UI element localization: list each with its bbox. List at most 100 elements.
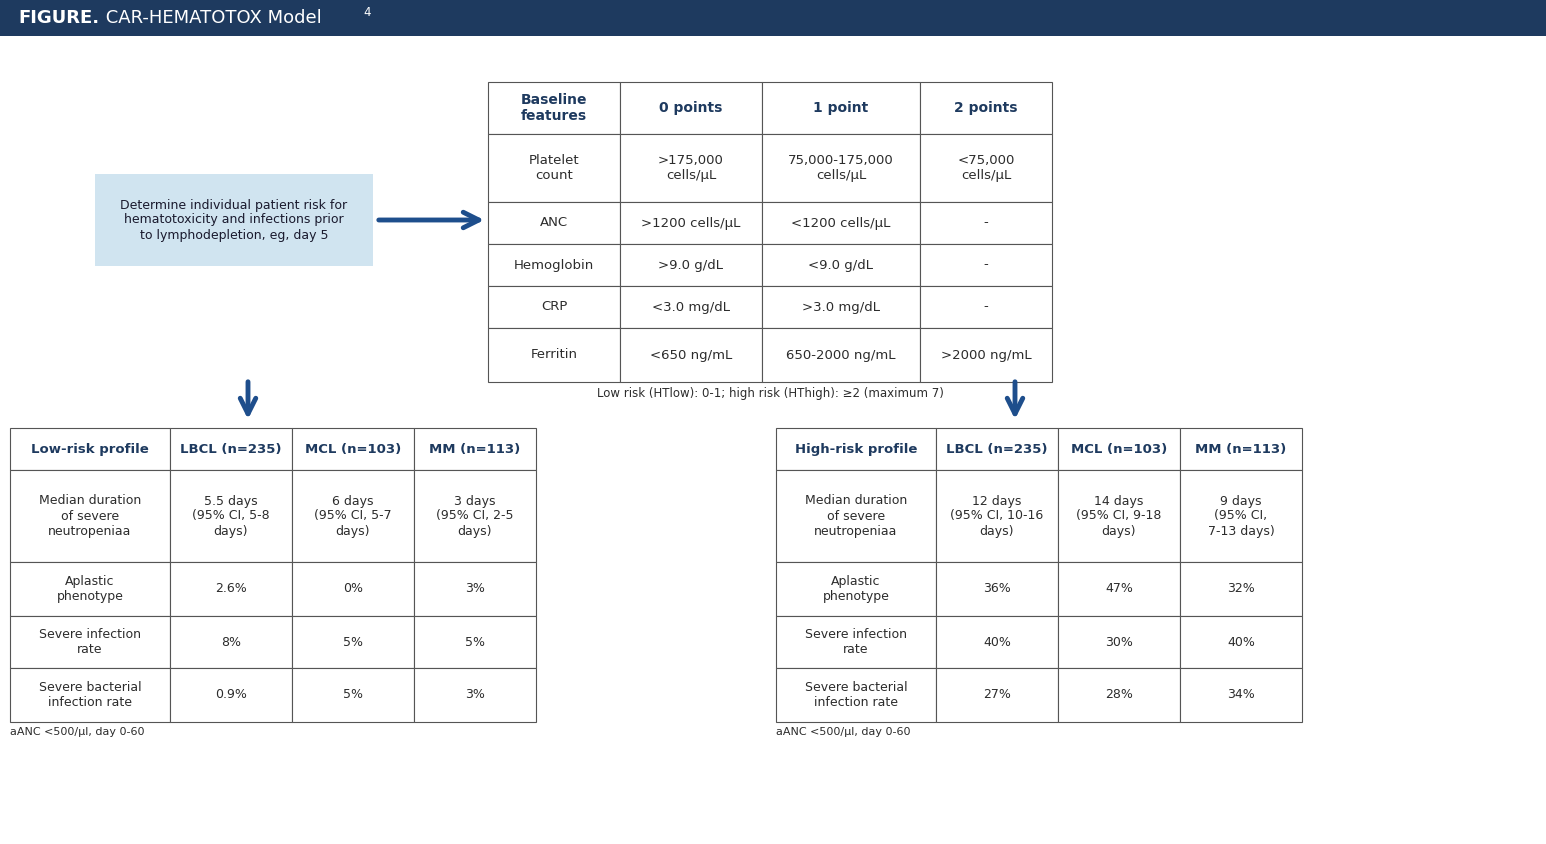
Bar xyxy=(620,202,762,244)
Bar xyxy=(620,286,762,328)
Bar xyxy=(935,562,1057,616)
Text: 75,000-175,000
cells/μL: 75,000-175,000 cells/μL xyxy=(788,154,894,182)
Text: 0%: 0% xyxy=(343,582,363,596)
Bar xyxy=(414,616,536,668)
Bar xyxy=(620,244,762,286)
Text: 47%: 47% xyxy=(1105,582,1133,596)
Bar xyxy=(170,562,292,616)
Text: Severe bacterial
infection rate: Severe bacterial infection rate xyxy=(39,681,141,709)
Bar xyxy=(170,470,292,562)
Bar xyxy=(762,286,920,328)
Text: 40%: 40% xyxy=(1228,636,1255,648)
Bar xyxy=(935,428,1057,470)
Text: Hemoglobin: Hemoglobin xyxy=(513,258,594,272)
Bar xyxy=(489,328,620,382)
Bar xyxy=(170,428,292,470)
Text: -: - xyxy=(983,217,988,230)
Bar xyxy=(489,286,620,328)
Bar xyxy=(620,328,762,382)
Text: MCL (n=103): MCL (n=103) xyxy=(305,442,400,456)
Text: 3%: 3% xyxy=(465,582,485,596)
Text: 12 days
(95% CI, 10-16
days): 12 days (95% CI, 10-16 days) xyxy=(951,495,1044,538)
Bar xyxy=(935,470,1057,562)
Text: Median duration
of severe
neutropeniaa: Median duration of severe neutropeniaa xyxy=(805,495,908,538)
Text: Median duration
of severe
neutropeniaa: Median duration of severe neutropeniaa xyxy=(39,495,141,538)
Text: CRP: CRP xyxy=(541,300,567,313)
Text: 3%: 3% xyxy=(465,689,485,701)
Text: Severe bacterial
infection rate: Severe bacterial infection rate xyxy=(804,681,908,709)
Bar xyxy=(776,428,935,470)
Text: 2.6%: 2.6% xyxy=(215,582,247,596)
Text: 30%: 30% xyxy=(1105,636,1133,648)
Text: >1200 cells/μL: >1200 cells/μL xyxy=(642,217,741,230)
Text: ANC: ANC xyxy=(540,217,567,230)
Bar xyxy=(489,134,620,202)
Text: 27%: 27% xyxy=(983,689,1011,701)
Text: 650-2000 ng/mL: 650-2000 ng/mL xyxy=(787,349,895,361)
Bar xyxy=(9,470,170,562)
Bar xyxy=(170,668,292,722)
Text: <9.0 g/dL: <9.0 g/dL xyxy=(809,258,873,272)
Text: Severe infection
rate: Severe infection rate xyxy=(39,628,141,656)
Text: MM (n=113): MM (n=113) xyxy=(1195,442,1286,456)
Bar xyxy=(920,286,1051,328)
Bar xyxy=(776,562,935,616)
Text: >2000 ng/mL: >2000 ng/mL xyxy=(940,349,1031,361)
Bar xyxy=(292,616,414,668)
Bar xyxy=(1180,616,1302,668)
Bar xyxy=(292,668,414,722)
Text: 3 days
(95% CI, 2-5
days): 3 days (95% CI, 2-5 days) xyxy=(436,495,513,538)
Bar xyxy=(776,616,935,668)
Text: Platelet
count: Platelet count xyxy=(529,154,580,182)
Bar xyxy=(920,134,1051,202)
Text: 32%: 32% xyxy=(1228,582,1255,596)
Bar xyxy=(489,244,620,286)
Bar xyxy=(762,328,920,382)
Text: aANC <500/μl, day 0-60: aANC <500/μl, day 0-60 xyxy=(9,727,144,737)
Bar xyxy=(414,428,536,470)
Bar xyxy=(1057,562,1180,616)
Bar xyxy=(1180,668,1302,722)
Text: MCL (n=103): MCL (n=103) xyxy=(1071,442,1167,456)
Text: Low-risk profile: Low-risk profile xyxy=(31,442,148,456)
Text: 0 points: 0 points xyxy=(659,101,722,115)
Text: 9 days
(95% CI,
7-13 days): 9 days (95% CI, 7-13 days) xyxy=(1207,495,1274,538)
Text: Determine individual patient risk for
hematotoxicity and infections prior
to lym: Determine individual patient risk for he… xyxy=(121,198,348,241)
Bar xyxy=(9,428,170,470)
Text: aANC <500/μl, day 0-60: aANC <500/μl, day 0-60 xyxy=(776,727,911,737)
Text: <650 ng/mL: <650 ng/mL xyxy=(649,349,733,361)
Bar xyxy=(762,244,920,286)
Text: Low risk (HTlow): 0-1; high risk (HThigh): ≥2 (maximum 7): Low risk (HTlow): 0-1; high risk (HThigh… xyxy=(597,387,943,400)
Bar xyxy=(1057,428,1180,470)
Text: Severe infection
rate: Severe infection rate xyxy=(805,628,908,656)
Text: <1200 cells/μL: <1200 cells/μL xyxy=(792,217,890,230)
Text: MM (n=113): MM (n=113) xyxy=(430,442,521,456)
Bar xyxy=(920,82,1051,134)
Text: 8%: 8% xyxy=(221,636,241,648)
Bar xyxy=(776,470,935,562)
Bar xyxy=(489,202,620,244)
Text: 5%: 5% xyxy=(343,636,363,648)
Text: 5.5 days
(95% CI, 5-8
days): 5.5 days (95% CI, 5-8 days) xyxy=(192,495,271,538)
Bar xyxy=(1180,562,1302,616)
Text: Aplastic
phenotype: Aplastic phenotype xyxy=(57,575,124,603)
Bar xyxy=(920,328,1051,382)
Text: >175,000
cells/μL: >175,000 cells/μL xyxy=(659,154,724,182)
Bar xyxy=(1057,668,1180,722)
Bar xyxy=(489,82,620,134)
Bar xyxy=(935,616,1057,668)
Bar xyxy=(762,134,920,202)
Bar xyxy=(94,174,373,266)
Bar xyxy=(414,668,536,722)
Text: <3.0 mg/dL: <3.0 mg/dL xyxy=(652,300,730,313)
Text: 34%: 34% xyxy=(1228,689,1255,701)
Text: 1 point: 1 point xyxy=(813,101,869,115)
Text: 14 days
(95% CI, 9-18
days): 14 days (95% CI, 9-18 days) xyxy=(1076,495,1161,538)
Bar xyxy=(292,470,414,562)
Bar xyxy=(920,244,1051,286)
Text: 2 points: 2 points xyxy=(954,101,1017,115)
Bar xyxy=(292,562,414,616)
Bar xyxy=(1057,470,1180,562)
Bar xyxy=(414,562,536,616)
Bar xyxy=(762,202,920,244)
